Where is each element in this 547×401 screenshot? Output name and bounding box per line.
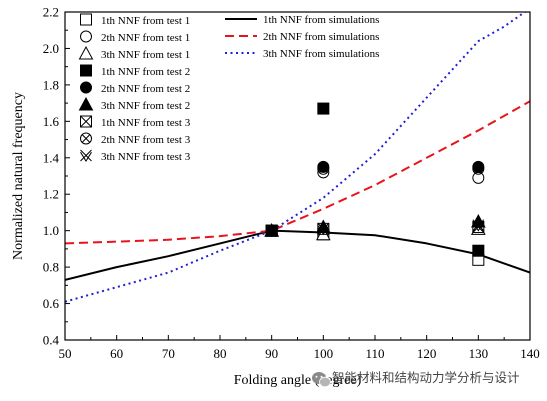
x-tick-label: 140 <box>520 346 540 361</box>
legend-item-test-9: 3th NNF from test 3 <box>80 149 191 163</box>
watermark-text: 智能材料和结构动力学分析与设计 <box>332 370 520 385</box>
y-tick-label: 1.0 <box>43 223 59 238</box>
x-tick-label: 80 <box>214 346 227 361</box>
legend-label: 2th NNF from test 2 <box>101 83 190 95</box>
x-tick-label: 60 <box>110 346 123 361</box>
data-point-test-series-8 <box>472 162 485 175</box>
legend-marker <box>78 45 94 60</box>
data-point-test-series-9 <box>265 224 278 238</box>
legend-label: 1th NNF from simulations <box>263 14 379 26</box>
data-point-test-series-9 <box>317 222 330 236</box>
legend-label: 1th NNF from test 2 <box>101 66 190 78</box>
legend-item-simulation-1: 1th NNF from simulations <box>225 14 379 26</box>
y-tick-label: 0.8 <box>43 260 59 275</box>
legend-item-test-6: 3th NNF from test 2 <box>78 96 190 112</box>
x-tick-label: 130 <box>469 346 489 361</box>
y-tick-label: 1.2 <box>43 187 59 202</box>
x-tick-label: 120 <box>417 346 437 361</box>
legend-simulations: 1th NNF from simulations 2th NNF from sim… <box>225 14 379 60</box>
legend-marker <box>80 81 92 94</box>
y-tick-label: 2.2 <box>43 5 59 20</box>
legend-marker <box>80 115 92 128</box>
data-point-test-series-8 <box>317 162 330 175</box>
legend-label: 3th NNF from test 1 <box>101 49 190 61</box>
series-line-2 <box>65 100 530 245</box>
legend-marker <box>80 132 92 145</box>
legend-marker <box>80 149 92 162</box>
axis-ticks: 50 60 70 80 90 100 110 120 130 140 0.4 0.6 0.8 1.0 1.2… <box>43 5 540 362</box>
x-tick-label: 70 <box>162 346 175 361</box>
legend-label: 3th NNF from test 2 <box>101 100 190 112</box>
y-tick-label: 0.4 <box>43 333 60 348</box>
legend-label: 3th NNF from simulations <box>263 48 379 60</box>
legend-marker <box>80 13 92 26</box>
legend-item-test-8: 2th NNF from test 3 <box>80 132 191 146</box>
series-line-3 <box>65 12 527 303</box>
watermark: 智能材料和结构动力学分析与设计 <box>312 370 520 388</box>
legend-tests: 1th NNF from test 1 2th NNF from test 1 3t… <box>78 13 191 163</box>
legend-item-simulation-3: 3th NNF from simulations <box>225 48 379 60</box>
legend-marker <box>78 96 94 111</box>
y-axis-label: Normalized natural frequency <box>11 92 26 260</box>
data-point-test-series-4 <box>317 102 330 115</box>
data-point-test-series-7 <box>472 221 485 234</box>
wechat-logo-icon <box>312 372 331 388</box>
legend-label: 2th NNF from simulations <box>263 31 379 43</box>
y-tick-label: 0.6 <box>43 296 60 311</box>
legend-item-test-1: 1th NNF from test 1 <box>80 13 190 27</box>
series-line-1 <box>65 229 530 281</box>
legend-item-test-7: 1th NNF from test 3 <box>80 115 191 129</box>
x-tick-label: 90 <box>265 346 278 361</box>
legend-item-test-4: 1th NNF from test 2 <box>80 64 190 78</box>
y-tick-label: 1.8 <box>43 77 59 92</box>
legend-label: 2th NNF from test 1 <box>101 32 190 44</box>
legend-item-test-3: 3th NNF from test 1 <box>78 45 190 61</box>
data-point-test-series-9 <box>472 219 485 232</box>
legend-label: 1th NNF from test 1 <box>101 15 190 27</box>
legend-marker <box>80 30 92 43</box>
legend-item-test-5: 2th NNF from test 2 <box>80 81 190 95</box>
x-tick-label: 110 <box>365 346 384 361</box>
legend-item-test-2: 2th NNF from test 1 <box>80 30 190 44</box>
x-tick-label: 50 <box>59 346 72 361</box>
simulation-lines <box>65 12 530 303</box>
data-point-test-series-4 <box>472 244 485 257</box>
y-tick-label: 1.4 <box>43 150 60 165</box>
x-tick-label: 100 <box>314 346 334 361</box>
test-points <box>264 102 486 266</box>
legend-marker <box>80 64 92 77</box>
y-tick-label: 1.6 <box>43 114 60 129</box>
legend-label: 3th NNF from test 3 <box>101 151 191 163</box>
y-tick-label: 2.0 <box>43 41 59 56</box>
legend-item-simulation-2: 2th NNF from simulations <box>225 31 379 43</box>
legend-label: 1th NNF from test 3 <box>101 117 191 129</box>
legend-label: 2th NNF from test 3 <box>101 134 191 146</box>
